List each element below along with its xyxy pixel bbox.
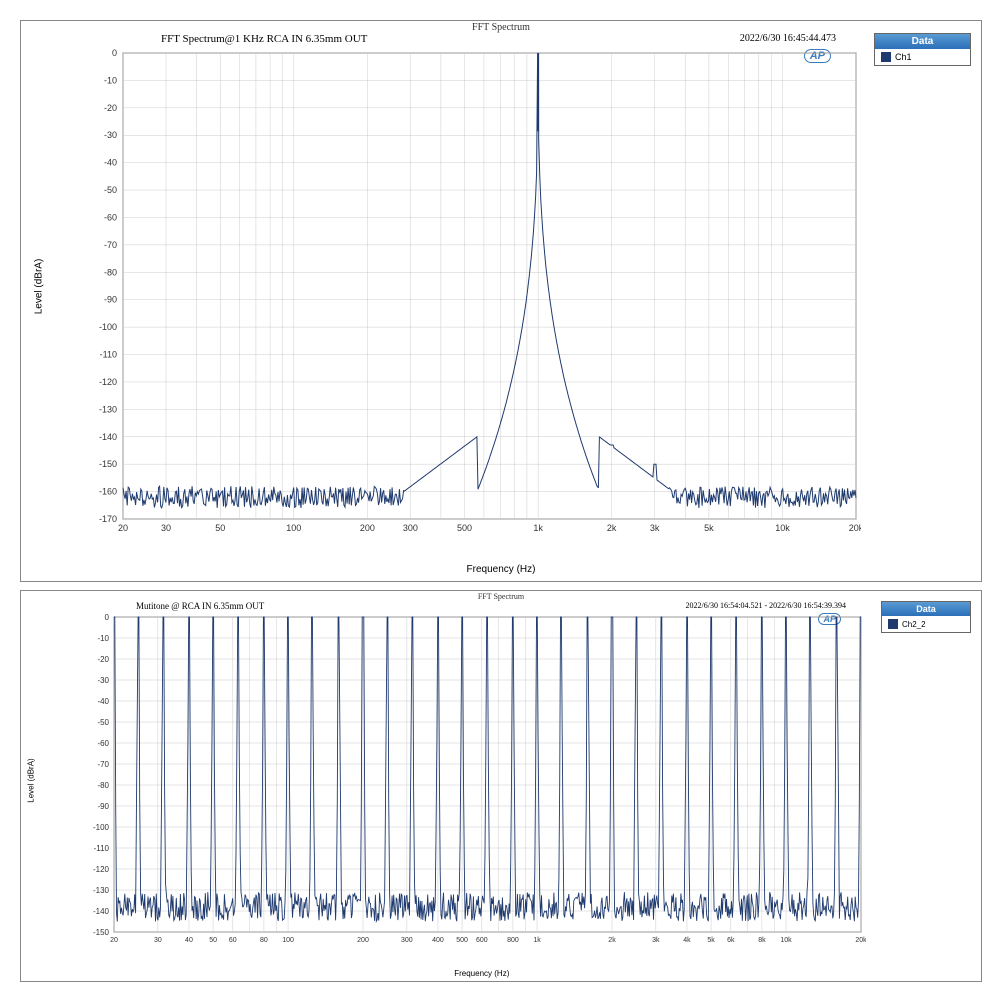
chart2-xlabel: Frequency (Hz) [454,969,509,978]
svg-text:1k: 1k [533,937,541,944]
chart1-container: FFT Spectrum FFT Spectrum@1 KHz RCA IN 6… [20,20,982,582]
svg-text:20k: 20k [855,937,866,944]
svg-text:-140: -140 [93,907,110,916]
svg-text:5k: 5k [704,523,714,533]
svg-text:-80: -80 [97,781,109,790]
chart1-legend-item: Ch1 [875,49,970,65]
svg-text:300: 300 [401,937,413,944]
svg-text:-150: -150 [93,928,110,937]
chart1-timestamp: 2022/6/30 16:45:44.473 [740,33,836,44]
chart2-ylabel: Level (dBrA) [27,758,36,802]
svg-text:-90: -90 [104,295,117,305]
svg-text:2k: 2k [607,523,617,533]
svg-text:-110: -110 [100,350,117,360]
chart2-legend-item: Ch2_2 [882,616,970,632]
svg-text:30: 30 [154,937,162,944]
svg-text:10k: 10k [780,937,792,944]
svg-text:-20: -20 [104,103,117,113]
svg-text:6k: 6k [727,937,735,944]
svg-text:-170: -170 [99,514,117,524]
svg-text:1k: 1k [533,523,543,533]
svg-text:-110: -110 [94,844,110,853]
svg-text:4k: 4k [683,937,691,944]
svg-text:20: 20 [118,523,128,533]
svg-text:60: 60 [229,937,237,944]
legend-swatch-icon [888,619,898,629]
chart2-legend: Data Ch2_2 [881,601,971,633]
svg-text:10k: 10k [775,523,790,533]
svg-text:3k: 3k [650,523,660,533]
svg-text:0: 0 [112,49,117,58]
svg-text:-90: -90 [97,802,109,811]
legend-swatch-icon [881,52,891,62]
svg-text:-50: -50 [97,718,109,727]
chart1-outer-title: FFT Spectrum [472,22,530,33]
svg-text:50: 50 [209,937,217,944]
svg-text:20k: 20k [849,523,861,533]
svg-text:800: 800 [507,937,519,944]
svg-text:-40: -40 [104,158,117,168]
svg-text:500: 500 [456,937,468,944]
svg-text:20: 20 [110,937,118,944]
svg-text:30: 30 [161,523,171,533]
svg-text:200: 200 [357,937,369,944]
chart1-xlabel: Frequency (Hz) [467,564,536,575]
svg-text:-10: -10 [104,75,117,85]
svg-text:2k: 2k [608,937,616,944]
svg-text:-40: -40 [97,697,109,706]
svg-text:-100: -100 [93,823,110,832]
svg-text:-160: -160 [99,487,117,497]
svg-text:-60: -60 [104,212,117,222]
svg-text:80: 80 [260,937,268,944]
svg-text:3k: 3k [652,937,660,944]
chart2-legend-title: Data [882,602,970,616]
svg-text:5k: 5k [707,937,715,944]
svg-text:-20: -20 [97,655,109,664]
svg-text:-80: -80 [104,267,117,277]
chart2-outer-title: FFT Spectrum [478,592,524,601]
svg-text:-70: -70 [104,240,117,250]
chart1-plot: -170-160-150-140-130-120-110-100-90-80-7… [81,49,861,549]
chart1-legend-title: Data [875,34,970,49]
svg-text:50: 50 [215,523,225,533]
chart2-plot: -150-140-130-120-110-100-90-80-70-60-50-… [76,613,866,958]
chart2-title: Mutitone @ RCA IN 6.35mm OUT [136,601,264,611]
svg-text:-10: -10 [97,634,109,643]
svg-text:-120: -120 [93,865,110,874]
svg-text:-30: -30 [104,130,117,140]
svg-text:-70: -70 [97,760,109,769]
svg-text:400: 400 [432,937,444,944]
svg-text:-50: -50 [104,185,117,195]
svg-text:-60: -60 [97,739,109,748]
svg-text:200: 200 [360,523,375,533]
chart2-legend-label: Ch2_2 [902,620,926,629]
svg-text:500: 500 [457,523,472,533]
chart2-timestamp: 2022/6/30 16:54:04.521 - 2022/6/30 16:54… [686,601,846,610]
svg-text:-140: -140 [99,432,117,442]
svg-text:100: 100 [286,523,301,533]
svg-text:600: 600 [476,937,488,944]
svg-text:-130: -130 [99,404,117,414]
chart1-legend: Data Ch1 [874,33,971,66]
svg-text:40: 40 [185,937,193,944]
chart1-ylabel: Level (dBrA) [33,259,44,315]
svg-text:8k: 8k [758,937,766,944]
svg-text:300: 300 [403,523,418,533]
svg-text:0: 0 [105,613,110,622]
chart1-title: FFT Spectrum@1 KHz RCA IN 6.35mm OUT [161,33,367,45]
svg-text:-100: -100 [99,322,117,332]
chart2-container: FFT Spectrum Mutitone @ RCA IN 6.35mm OU… [20,590,982,982]
chart1-legend-label: Ch1 [895,52,912,62]
svg-text:100: 100 [282,937,294,944]
svg-text:-30: -30 [97,676,109,685]
svg-text:-120: -120 [99,377,117,387]
svg-text:-130: -130 [93,886,110,895]
svg-text:-150: -150 [99,459,117,469]
